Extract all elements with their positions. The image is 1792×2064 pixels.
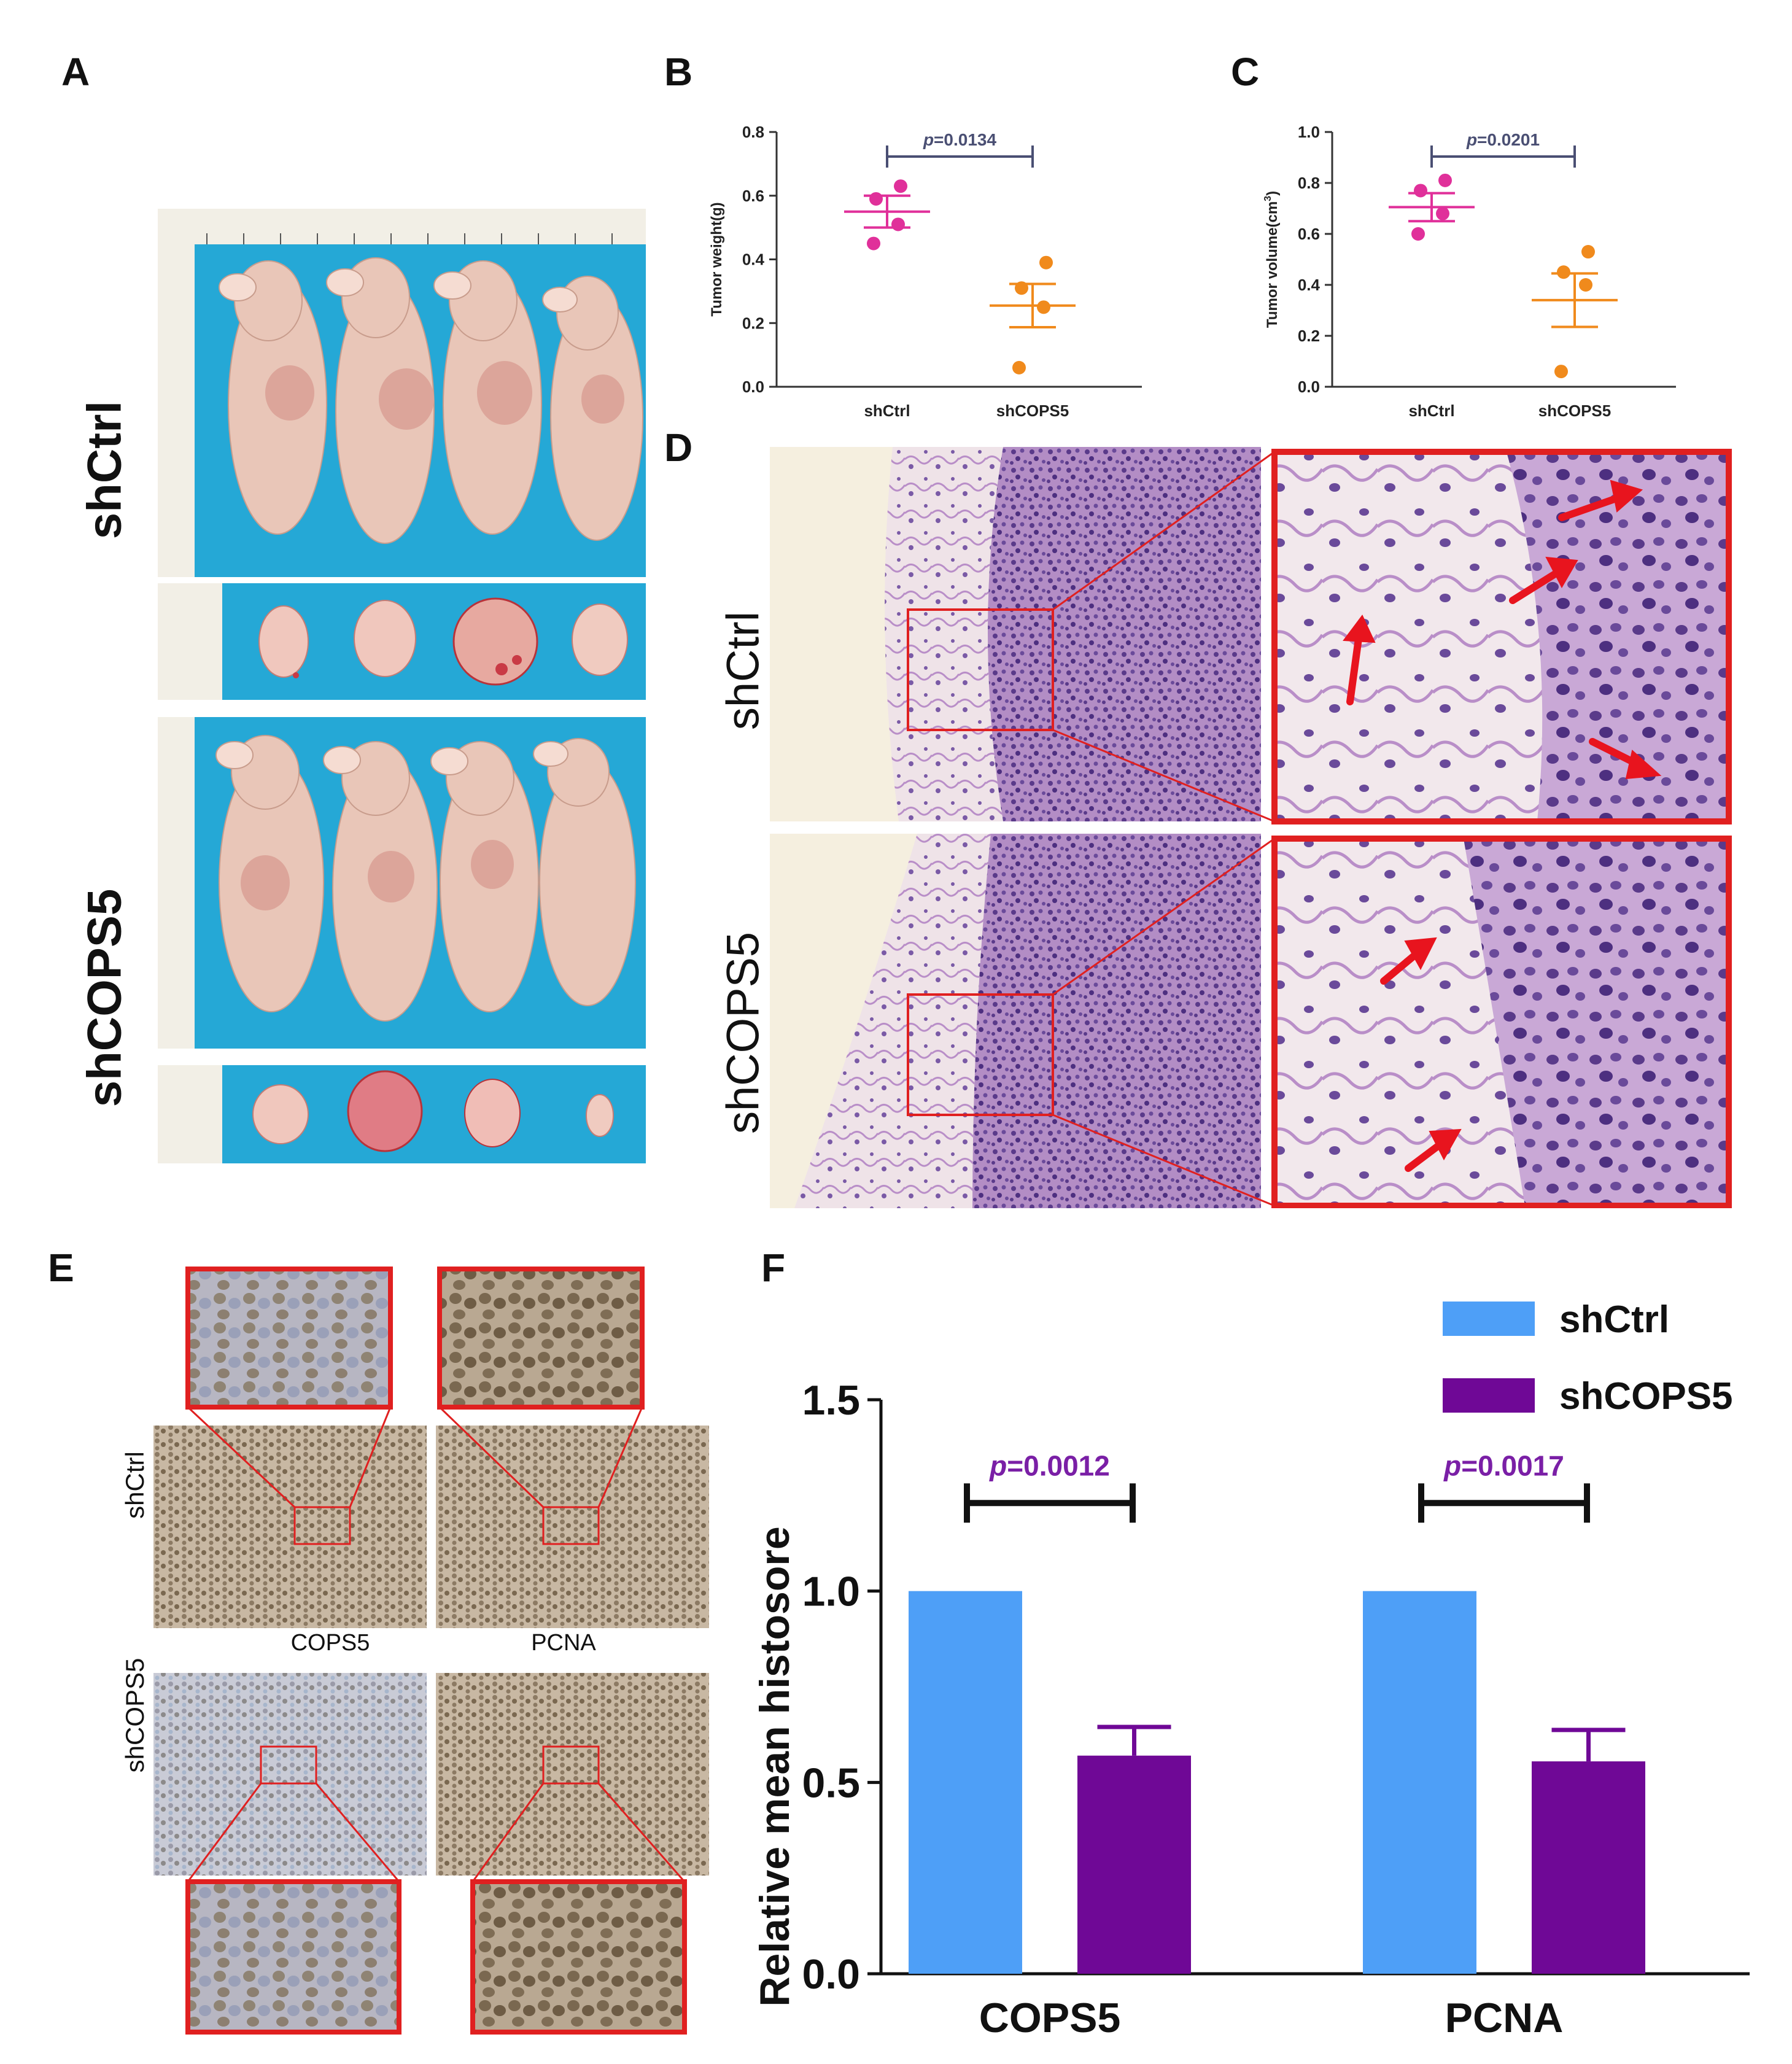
tumors-photo-shcops5 xyxy=(158,1065,646,1163)
panel-a-group-label-shcops5: shCOPS5 xyxy=(77,888,131,1108)
panel-e-group-label-shcops5: shCOPS5 xyxy=(120,1658,149,1773)
y-axis-title: Relative mean histosore xyxy=(751,1526,798,2006)
mice-illustration-shcops5 xyxy=(158,717,636,1049)
panel-e-group-label-shctrl: shCtrl xyxy=(120,1451,149,1519)
y-axis-title-superscript: 3 xyxy=(1263,196,1273,201)
p-value-text: =0.0134 xyxy=(934,130,996,149)
y-tick-label: 0.6 xyxy=(1298,225,1320,243)
data-point-shcops5 xyxy=(1039,255,1053,270)
data-point-shctrl xyxy=(869,192,883,206)
data-point-shcops5 xyxy=(1581,245,1595,259)
p-value-symbol: p xyxy=(1466,130,1477,149)
data-point-shctrl xyxy=(891,217,905,231)
legend-label-shcops5: shCOPS5 xyxy=(1559,1375,1733,1418)
mice-illustration-shctrl xyxy=(158,209,646,577)
y-tick-label: 0.4 xyxy=(1298,276,1321,294)
p-value-symbol: p xyxy=(923,130,934,149)
data-point-shcops5 xyxy=(1579,278,1592,292)
panel-letter-c: C xyxy=(1231,50,1260,94)
mice-photo-shctrl xyxy=(158,209,646,577)
tumor-volume-chart: 0.0 0.2 0.4 0.6 0.8 1.0 Tumor volume(cm3) shCtr… xyxy=(1263,123,1676,420)
x-tick-label: shCOPS5 xyxy=(996,402,1069,420)
data-point-shcops5 xyxy=(1557,265,1570,279)
ihc-column-label-pcna: PCNA xyxy=(531,1630,596,1656)
data-point-shctrl xyxy=(1436,206,1449,220)
y-tick-label: 0.0 xyxy=(1298,378,1320,396)
bar-shcops5 xyxy=(1077,1755,1191,1974)
p-value-symbol: p xyxy=(1443,1449,1461,1481)
p-value-label: p=0.0017 xyxy=(1443,1449,1564,1481)
y-tick-label: 0.2 xyxy=(742,314,764,332)
panel-letter-a: A xyxy=(61,50,90,94)
data-point-shctrl xyxy=(1438,173,1452,187)
y-tick-label: 1.5 xyxy=(802,1377,860,1424)
tumor-weight-chart: 0.0 0.2 0.4 0.6 0.8 Tumor weight(g) shCtrl shCO… xyxy=(708,123,1142,420)
histoscore-bar-chart: 0.0 0.5 1.0 1.5 Relative mean histosore COPS5… xyxy=(751,1298,1750,2041)
p-value-label: p=0.0201 xyxy=(1466,130,1540,149)
panel-a-group-label-shctrl: shCtrl xyxy=(77,400,131,540)
panel-d-group-label-shcops5: shCOPS5 xyxy=(717,931,769,1135)
data-point-shctrl xyxy=(894,179,907,193)
y-axis-title: Tumor volume(cm3) xyxy=(1263,191,1281,328)
y-tick-label: 0.0 xyxy=(802,1951,860,1998)
p-value-text: =0.0012 xyxy=(1007,1449,1110,1481)
data-point-shctrl xyxy=(1414,184,1427,198)
panel-letter-e: E xyxy=(48,1246,74,1290)
mice-photo-shcops5 xyxy=(158,717,646,1049)
p-value-label: p=0.0012 xyxy=(988,1449,1110,1481)
tumors-illustration-shcops5 xyxy=(158,1065,614,1163)
y-tick-label: 0.4 xyxy=(742,250,765,269)
panel-letter-b: B xyxy=(664,50,693,94)
legend-swatch-shctrl xyxy=(1443,1302,1535,1336)
y-tick-label: 0.8 xyxy=(742,123,764,141)
x-tick-label: PCNA xyxy=(1445,1995,1564,2041)
y-tick-label: 1.0 xyxy=(802,1569,860,1615)
p-value-text: =0.0017 xyxy=(1461,1449,1564,1481)
bar-shctrl xyxy=(1363,1591,1476,1974)
y-tick-label: 0.6 xyxy=(742,187,764,205)
p-value-text: =0.0201 xyxy=(1477,130,1540,149)
x-tick-label: shCtrl xyxy=(864,402,910,420)
data-point-shctrl xyxy=(1411,227,1425,241)
bar-shctrl xyxy=(909,1591,1022,1974)
y-tick-label: 0.0 xyxy=(742,378,764,396)
data-point-shcops5 xyxy=(1012,360,1026,374)
x-tick-label: COPS5 xyxy=(979,1995,1121,2041)
bar-shcops5 xyxy=(1532,1761,1645,1974)
panel-letter-f: F xyxy=(761,1246,786,1290)
panel-letter-d: D xyxy=(664,425,693,470)
y-axis-title: Tumor weight(g) xyxy=(708,202,725,316)
x-tick-label: shCOPS5 xyxy=(1538,402,1612,420)
data-point-shcops5 xyxy=(1554,365,1568,379)
ihc-column-label-cops5: COPS5 xyxy=(290,1630,370,1656)
he-stain-panel xyxy=(770,447,1732,1208)
ihc-stain-panel xyxy=(153,1267,709,2035)
data-point-shctrl xyxy=(867,236,880,250)
p-value-label: p=0.0134 xyxy=(923,130,997,149)
data-point-shcops5 xyxy=(1037,300,1050,314)
x-tick-label: shCtrl xyxy=(1408,402,1454,420)
legend-label-shctrl: shCtrl xyxy=(1559,1298,1669,1341)
y-tick-label: 1.0 xyxy=(1298,123,1320,141)
y-axis-title-end: ) xyxy=(1264,191,1281,196)
y-tick-label: 0.2 xyxy=(1298,327,1320,345)
y-tick-label: 0.5 xyxy=(802,1759,860,1806)
p-value-symbol: p xyxy=(988,1449,1007,1481)
y-tick-label: 0.8 xyxy=(1298,174,1320,192)
legend-swatch-shcops5 xyxy=(1443,1378,1535,1413)
tumors-photo-shctrl xyxy=(158,583,646,700)
panel-d-group-label-shctrl: shCtrl xyxy=(717,611,769,731)
tumors-illustration-shctrl xyxy=(158,583,628,700)
